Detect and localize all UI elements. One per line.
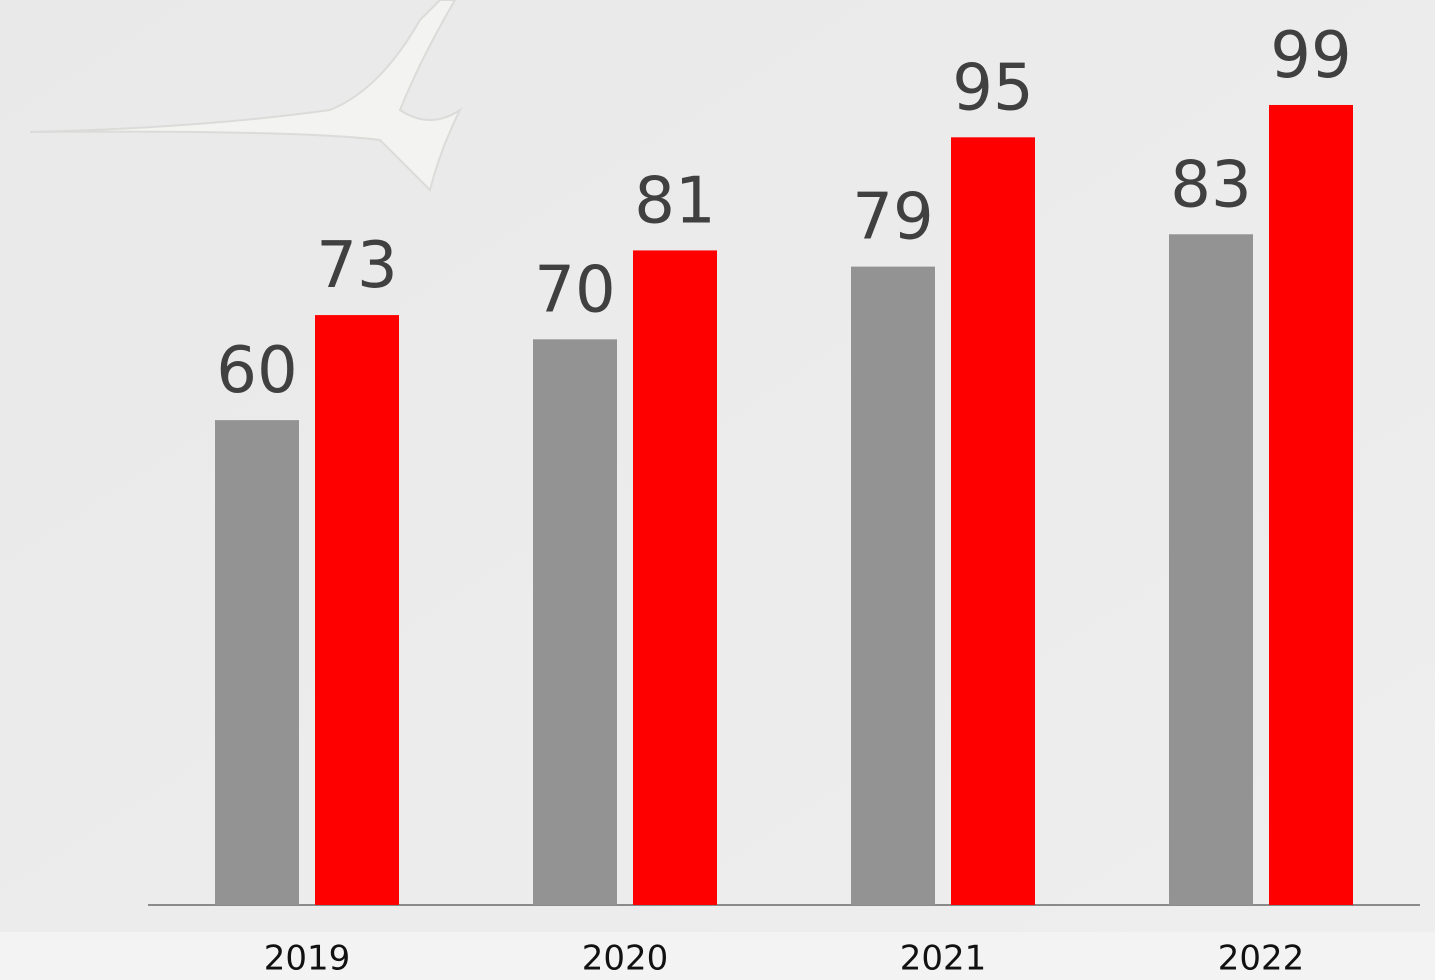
bar [315, 315, 399, 906]
x-tick-label: 2020 [582, 939, 669, 979]
bar [533, 339, 617, 905]
bar [1269, 104, 1353, 906]
bar [851, 266, 935, 905]
bar [633, 250, 717, 905]
data-label: 81 [634, 164, 715, 238]
bar [1169, 234, 1253, 905]
footer-strip [0, 932, 1435, 980]
data-label: 99 [1270, 19, 1351, 93]
x-tick-label: 2019 [264, 939, 351, 979]
data-label: 60 [216, 334, 297, 408]
data-label: 79 [852, 181, 933, 255]
x-tick-label: 2021 [900, 939, 987, 979]
bar [215, 420, 299, 905]
x-tick-label: 2022 [1218, 939, 1305, 979]
data-label: 83 [1170, 148, 1251, 222]
data-label: 73 [316, 229, 397, 303]
bird-decoration [29, 0, 463, 192]
data-label: 70 [534, 253, 615, 327]
data-label: 95 [952, 51, 1033, 125]
bar [951, 137, 1035, 905]
